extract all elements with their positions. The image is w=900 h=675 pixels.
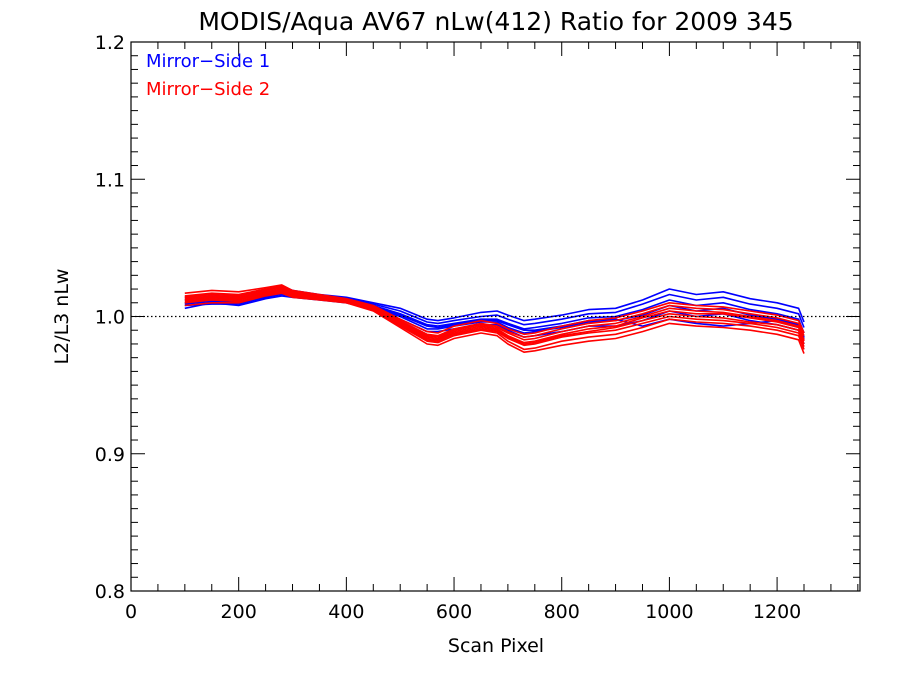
series-line-mirror-side-2-12	[184, 285, 805, 338]
ticks-layer	[130, 41, 860, 592]
y-tick-labels: 0.8 0.9 1.0 1.1 1.2	[95, 32, 125, 603]
y-tick-label: 1.2	[95, 32, 125, 54]
x-tick-label: 600	[436, 601, 472, 623]
legend: Mirror−Side 1 Mirror−Side 2	[146, 51, 270, 100]
y-tick-label: 0.8	[95, 581, 125, 603]
x-tick-labels: 0 200 400 600 800 1000 1200	[125, 601, 801, 623]
chart-title: MODIS/Aqua AV67 nLw(412) Ratio for 2009 …	[198, 7, 793, 36]
series-layer	[184, 284, 805, 354]
x-tick-label: 400	[328, 601, 364, 623]
x-tick-label: 1000	[645, 601, 693, 623]
series-line-mirror-side-1-4	[184, 295, 805, 345]
x-tick-label: 1200	[753, 601, 801, 623]
x-tick-label: 0	[125, 601, 137, 623]
series-line-mirror-side-2-7	[184, 286, 805, 341]
y-tick-label: 0.9	[95, 444, 125, 466]
series-line-mirror-side-2-13	[184, 290, 805, 351]
x-tick-label: 200	[221, 601, 257, 623]
legend-entry-2: Mirror−Side 2	[146, 79, 270, 100]
series-line-mirror-side-2-10	[184, 292, 805, 354]
y-axis-label: L2/L3 nLw	[51, 269, 73, 365]
y-tick-label: 1.1	[95, 169, 125, 191]
y-tick-label: 1.0	[95, 307, 125, 329]
x-tick-label: 800	[544, 601, 580, 623]
x-axis-label: Scan Pixel	[448, 635, 544, 657]
series-line-mirror-side-2-14	[184, 289, 805, 345]
legend-entry-1: Mirror−Side 1	[146, 51, 270, 72]
series-line-mirror-side-2-9	[184, 284, 805, 336]
